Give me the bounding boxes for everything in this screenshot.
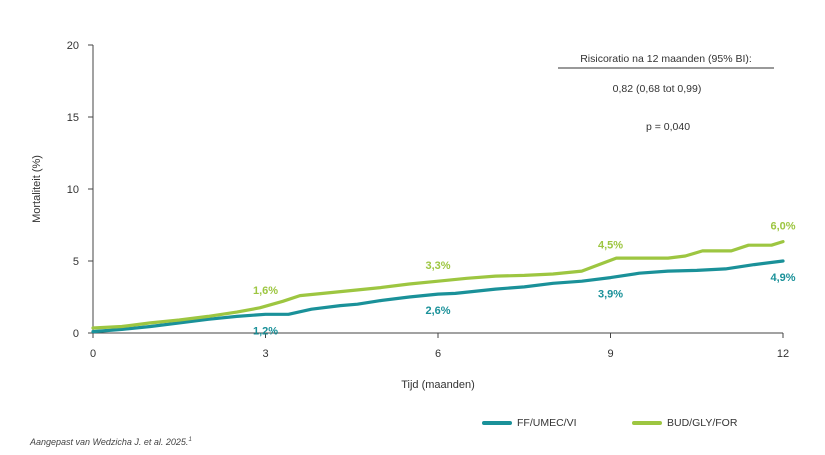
- x-tick-label-3: 9: [607, 348, 613, 360]
- data-label-ff-umec-vi-0: 1,2%: [253, 325, 278, 337]
- x-tick-label-0: 0: [90, 348, 96, 360]
- y-tick-label-0: 0: [73, 328, 79, 340]
- data-label-bud-gly-for-0: 1,6%: [253, 285, 278, 297]
- legend-swatch-bud-gly-for: [632, 421, 662, 425]
- legend-item-bud-gly-for: BUD/GLY/FOR: [632, 417, 737, 429]
- x-tick-label-2: 6: [435, 348, 441, 360]
- y-tick-label-4: 20: [67, 40, 79, 52]
- data-label-ff-umec-vi-2: 3,9%: [598, 289, 623, 301]
- legend-item-ff-umec-vi: FF/UMEC/VI: [482, 417, 577, 429]
- y-axis-title: Mortaliteit (%): [31, 155, 43, 223]
- data-label-ff-umec-vi-3: 4,9%: [770, 272, 795, 284]
- hazard-ratio-value: 0,82 (0,68 tot 0,99): [613, 83, 702, 95]
- y-tick-label-2: 10: [67, 184, 79, 196]
- data-label-bud-gly-for-3: 6,0%: [770, 221, 795, 233]
- y-tick-label-3: 15: [67, 112, 79, 124]
- data-label-bud-gly-for-2: 4,5%: [598, 239, 623, 251]
- series-line-ff-umec-vi: [91, 259, 785, 334]
- data-labels-layer: 1,2% 2,6% 3,9% 4,9% 1,6% 3,3% 4,5% 6,0%: [253, 221, 796, 338]
- hazard-ratio-annotation: Risicoratio na 12 maanden (95% BI): 0,82…: [558, 53, 774, 133]
- p-value: p = 0,040: [646, 121, 690, 133]
- x-axis-title: Tijd (maanden): [401, 379, 475, 391]
- series-line-bud-gly-for: [91, 240, 785, 330]
- data-label-bud-gly-for-1: 3,3%: [425, 260, 450, 272]
- series-layer: [91, 240, 785, 334]
- legend-label-bud-gly-for: BUD/GLY/FOR: [667, 417, 738, 429]
- data-label-ff-umec-vi-1: 2,6%: [425, 305, 450, 317]
- source-footnote: Aangepast van Wedzicha J. et al. 2025.1: [30, 437, 192, 447]
- hazard-ratio-title: Risicoratio na 12 maanden (95% BI):: [580, 53, 752, 65]
- legend-swatch-ff-umec-vi: [482, 421, 512, 425]
- legend-label-ff-umec-vi: FF/UMEC/VI: [517, 417, 577, 429]
- x-ticks: 0 3 6 9 12: [90, 333, 789, 360]
- x-tick-label-4: 12: [777, 348, 789, 360]
- y-ticks: 0 5 10 15 20: [67, 40, 93, 340]
- y-tick-label-1: 5: [73, 256, 79, 268]
- source-footnote-text: Aangepast van Wedzicha J. et al. 2025.: [30, 437, 189, 447]
- x-tick-label-1: 3: [262, 348, 268, 360]
